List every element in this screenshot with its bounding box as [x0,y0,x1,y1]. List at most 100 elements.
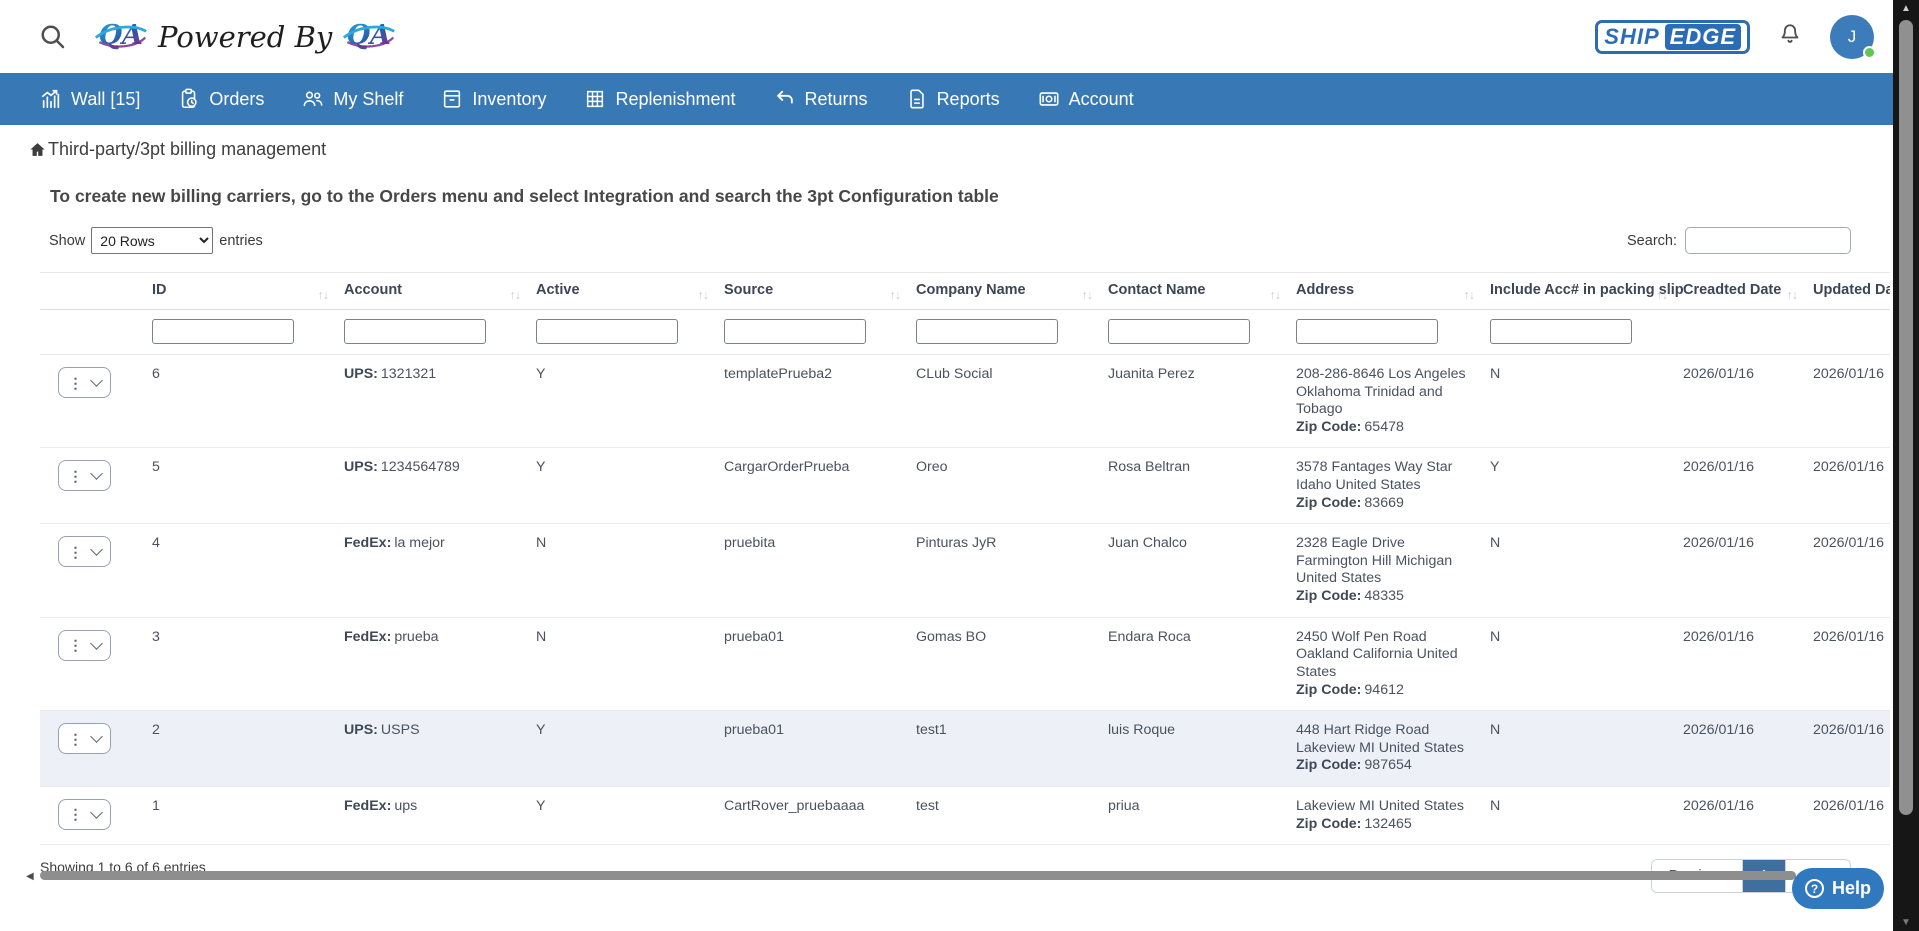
sort-icon[interactable]: ↑↓ [509,288,521,302]
col-address[interactable]: Address ↑↓ [1296,272,1490,310]
cell-source: CargarOrderPrueba [724,447,916,525]
row-actions-button[interactable]: ⋮ [58,723,111,755]
cell-active: N [536,523,724,618]
filter-id-input[interactable] [152,319,294,344]
nav-item-returns[interactable]: Returns [774,88,868,110]
home-icon [30,143,45,156]
cell-created: 2026/01/16 [1683,354,1813,449]
filter-source-input[interactable] [724,319,866,344]
cell-created: 2026/01/16 [1683,447,1813,525]
col-include-acc[interactable]: Include Acc# in packing slip ↑↓ [1490,272,1684,310]
table-row: ⋮ 4 FedEx: la mejor N pruebita Pinturas J… [40,523,1890,618]
avatar[interactable]: J [1830,14,1876,59]
cell-contact: Rosa Beltran [1108,447,1296,525]
search-control: Search: [1627,227,1851,254]
col-source[interactable]: Source ↑↓ [724,272,916,310]
col-account[interactable]: Account ↑↓ [344,272,536,310]
cell-source: prueba01 [724,710,916,787]
sort-icon[interactable]: ↑↓ [1081,288,1093,302]
row-actions-button[interactable]: ⋮ [58,629,111,661]
cell-include: N [1490,523,1683,618]
sort-icon[interactable]: ↑↓ [1656,288,1668,302]
chevron-down-icon [89,806,103,819]
cell-account: FedEx: prueba [344,617,536,712]
table-body: ⋮ 6 UPS: 1321321 Y templatePrueba2 CLub S… [40,354,1890,846]
billing-table: ID ↑↓ Account ↑↓ Active ↑↓ Source ↑↓ Company… [40,272,1890,846]
help-button[interactable]: ? Help [1792,868,1884,909]
col-contact-name[interactable]: Contact Name ↑↓ [1108,272,1296,310]
cell-source: CartRover_pruebaaaa [724,786,916,846]
cell-created: 2026/01/16 [1683,617,1813,712]
sort-icon[interactable]: ↑↓ [1269,288,1281,302]
col-active[interactable]: Active ↑↓ [536,272,724,310]
search-icon[interactable] [38,22,68,52]
nav-item-orders[interactable]: Orders [178,88,264,110]
scroll-down-arrow[interactable]: ▼ [1901,917,1911,928]
col-company-name[interactable]: Company Name ↑↓ [916,272,1108,310]
cell-created: 2026/01/16 [1683,786,1813,846]
kebab-icon: ⋮ [68,637,83,654]
filter-include-input[interactable] [1490,319,1632,344]
filter-account-input[interactable] [344,319,486,344]
col-id[interactable]: ID ↑↓ [152,272,344,310]
table-filter-row [40,309,1890,355]
sort-icon[interactable]: ↑↓ [889,288,901,302]
col-updated-date[interactable]: Updated Date [1813,272,1890,310]
bell-icon[interactable] [1776,20,1804,53]
vertical-scrollbar-thumb[interactable] [1899,20,1913,815]
cell-address: Lakeview MI United States Zip Code: 13246… [1296,786,1490,846]
filter-address-input[interactable] [1296,319,1438,344]
cell-account: UPS: 1321321 [344,354,536,449]
sort-icon[interactable]: ↑↓ [1786,288,1798,302]
nav-item-replenishment[interactable]: Replenishment [584,88,736,110]
search-input[interactable] [1685,227,1851,254]
document-icon [909,89,924,109]
scroll-left-arrow[interactable]: ◀ [26,871,34,882]
horizontal-scrollbar-thumb[interactable] [40,871,1796,880]
cell-contact: priua [1108,786,1296,846]
scroll-up-arrow[interactable]: ▲ [1901,3,1911,14]
chevron-down-icon [89,543,103,557]
instruction-text: To create new billing carriers, go to th… [50,186,999,206]
table-row: ⋮ 5 UPS: 1234564789 Y CargarOrderPrueba O… [40,447,1890,525]
cell-company: test [916,786,1108,846]
nav-item-account[interactable]: Account [1038,88,1134,110]
cell-actions: ⋮ [40,354,152,449]
filter-contact-input[interactable] [1108,319,1250,344]
page-title: Third-party/3pt billing management [48,139,327,159]
row-actions-button[interactable]: ⋮ [58,798,111,830]
cell-id: 6 [152,354,344,449]
nav-item-inventory[interactable]: Inventory [441,88,546,110]
cell-id: 5 [152,447,344,525]
main-nav: Wall [15] Orders My Shelf Inventory [0,73,1919,125]
chevron-down-icon [89,374,103,387]
cell-address: 208-286-8646 Los Angeles Oklahoma Trinid… [1296,354,1490,449]
row-actions-button[interactable]: ⋮ [58,460,111,492]
cell-active: N [536,617,724,712]
col-created-date[interactable]: Creadted Date ↑↓ [1683,272,1813,310]
qa-logo: QA [94,11,148,62]
nav-item-reports[interactable]: Reports [906,88,1000,110]
cell-updated: 2026/01/16 [1813,523,1890,618]
cell-account: FedEx: la mejor [344,523,536,618]
filter-company-input[interactable] [916,319,1058,344]
cell-contact: Endara Roca [1108,617,1296,712]
cell-id: 1 [152,786,344,846]
sort-icon[interactable]: ↑↓ [697,288,709,302]
cell-active: Y [536,447,724,525]
table-row: ⋮ 2 UPS: USPS Y prueba01 test1 luis Roque… [40,710,1890,787]
row-actions-button[interactable]: ⋮ [58,536,111,568]
qa-logo: QA [342,11,396,62]
kebab-icon: ⋮ [68,806,83,823]
page-size-select[interactable]: 20 Rows [91,227,214,254]
nav-item-wall[interactable]: Wall [15] [40,88,140,110]
cell-company: Gomas BO [916,617,1108,712]
sort-icon[interactable]: ↑↓ [317,288,329,302]
grid-icon [587,90,604,108]
sort-icon[interactable]: ↑↓ [1463,288,1475,302]
row-actions-button[interactable]: ⋮ [58,367,111,398]
nav-item-my-shelf[interactable]: My Shelf [302,88,403,110]
filter-active-input[interactable] [536,319,678,344]
table-row: ⋮ 1 FedEx: ups Y CartRover_pruebaaaa test… [40,786,1890,846]
cell-actions: ⋮ [40,710,152,787]
